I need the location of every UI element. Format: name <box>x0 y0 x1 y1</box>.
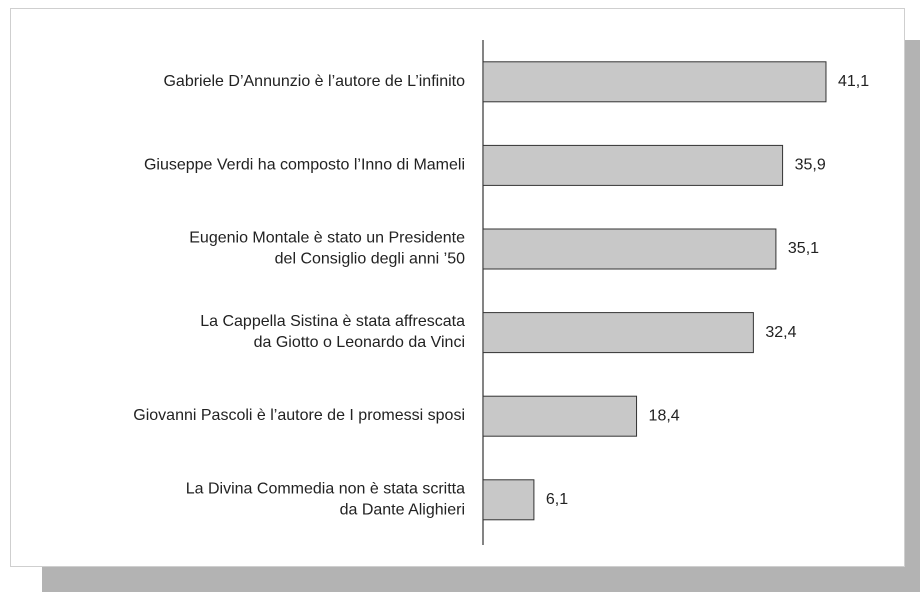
bar <box>482 479 535 521</box>
bar <box>482 228 777 270</box>
value-label: 35,9 <box>795 157 826 174</box>
category-label: Giovanni Pascoli è l’autore de I promess… <box>133 407 465 424</box>
value-label: 35,1 <box>788 240 819 257</box>
value-label: 41,1 <box>838 73 869 90</box>
bar <box>482 144 784 186</box>
value-label: 32,4 <box>765 324 796 341</box>
category-label: La Divina Commedia non è stata scritta da… <box>186 481 465 519</box>
category-label: La Cappella Sistina è stata affrescata da… <box>200 313 465 351</box>
category-label: Giuseppe Verdi ha composto l’Inno di Mam… <box>144 157 465 174</box>
category-label: Gabriele D’Annunzio è l’autore de L’infi… <box>163 73 465 90</box>
bar <box>482 312 754 354</box>
value-label: 6,1 <box>546 491 568 508</box>
value-label: 18,4 <box>649 407 680 424</box>
bar <box>482 61 827 103</box>
category-label: Eugenio Montale è stato un Presidente del… <box>189 230 465 268</box>
bar <box>482 395 638 437</box>
